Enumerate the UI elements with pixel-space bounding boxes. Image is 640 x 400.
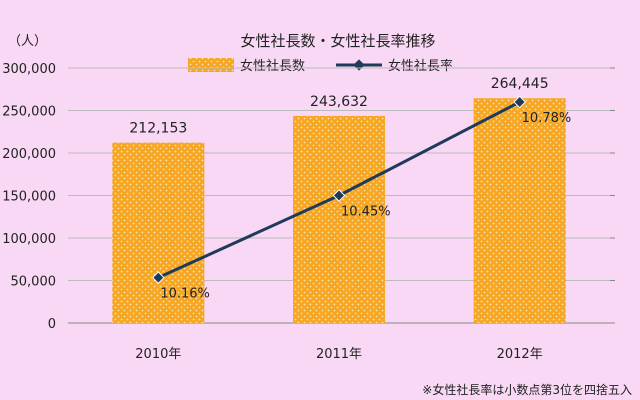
bar [293,115,385,323]
y-tick-label: 300,000 [2,62,56,77]
rate-value-label: 10.45% [341,205,391,220]
x-category-label: 2012年 [497,347,543,362]
legend-swatch-bars [188,58,234,72]
y-tick-label: 50,000 [11,275,57,290]
bar-series [112,98,566,324]
footnote: ※女性社長率は小数点第3位を四捨五入 [422,382,632,397]
rate-point [151,271,165,285]
y-tick-label: 150,000 [2,190,56,205]
bar-value-label: 243,632 [310,94,368,110]
data-labels: 212,153 243,632 264,445 10.16% 10.45% 10.78% [129,76,571,301]
rate-value-label: 10.78% [522,111,572,126]
y-tick-label: 200,000 [2,147,56,162]
rate-point [332,189,346,202]
y-axis-right-ticks [610,67,615,324]
bar [473,98,566,324]
y-tick-label: 250,000 [2,105,56,120]
legend-label-line: 女性社長率 [388,58,453,74]
x-category-label: 2010年 [135,347,181,362]
y-tick-label: 0 [48,317,56,332]
chart-title: 女性社長数・女性社長率推移 [240,32,435,50]
rate-point [513,95,527,109]
line-series [151,95,527,285]
rate-value-label: 10.16% [160,287,210,302]
legend-swatch-marker [353,59,365,71]
y-tick-label: 100,000 [2,232,56,247]
legend-label-bars: 女性社長数 [240,58,305,74]
bar [112,142,205,323]
x-category-label: 2011年 [316,347,362,362]
bar-value-label: 264,445 [491,76,549,92]
legend: 女性社長数 女性社長率 [188,58,453,74]
y-axis-left-ticks: 0 50,000 100,000 150,000 200,000 250,000 300,0… [2,62,56,332]
y-axis-unit-label: （人） [8,34,47,49]
bar-value-label: 212,153 [129,121,187,137]
x-axis-categories: 2010年 2011年 2012年 [135,347,542,362]
